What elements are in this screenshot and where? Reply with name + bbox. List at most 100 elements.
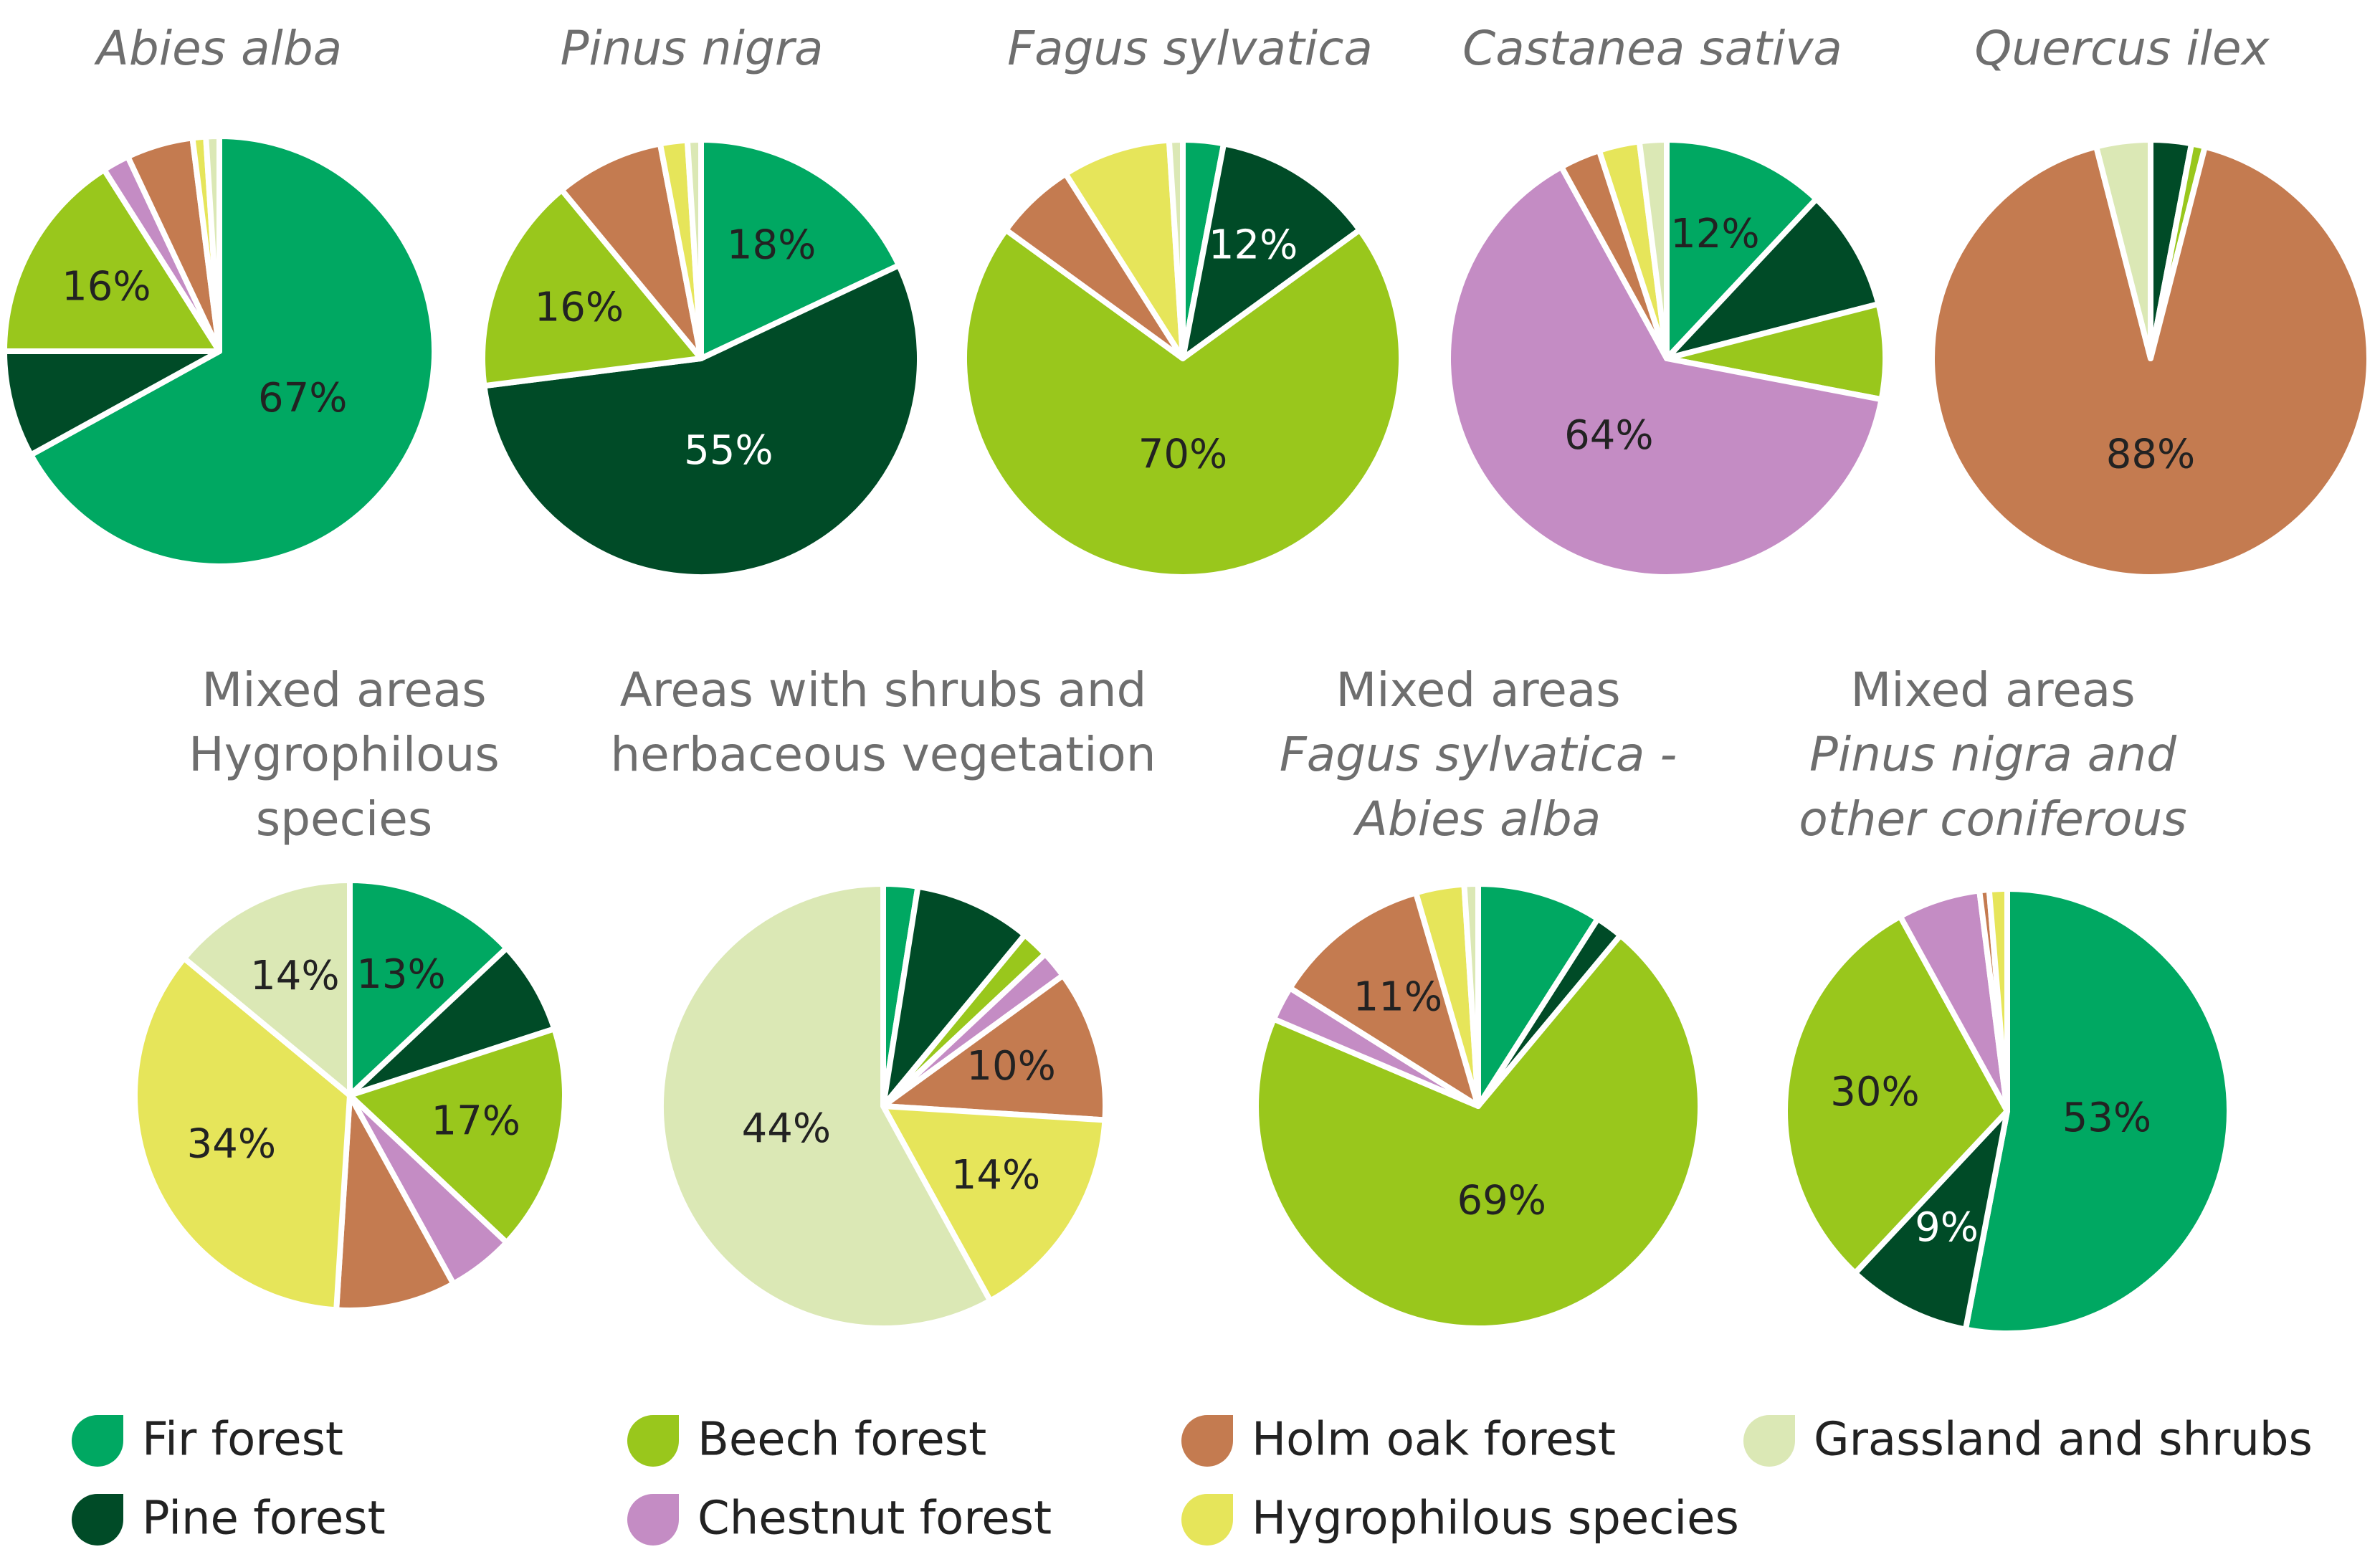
slice-label: 14% [951, 1152, 1040, 1199]
pie-slice-beech [1664, 301, 1888, 403]
legend-swatch-icon [72, 1494, 123, 1546]
pie-slice-fir [1664, 137, 1819, 361]
slice-label: 12% [1670, 211, 1759, 257]
legend-label: Pine forest [142, 1492, 386, 1546]
pie-slice-hygrophilous [1062, 137, 1186, 361]
pie-title-line: Fagus sylvatica [1007, 21, 1373, 76]
pie-chart-4: Castanea sativa 12% 64% [1445, 21, 1888, 580]
pie-slice-pine [880, 883, 1028, 1109]
slice-label: 64% [1564, 412, 1653, 459]
pie-slice-beech [480, 186, 704, 389]
slice-label: 18% [727, 222, 816, 269]
legend-swatch-icon [1743, 1415, 1795, 1467]
pie-slice-pine [1, 348, 222, 458]
pie-title-line: Pinus nigra and [1809, 727, 2177, 782]
pie-slice-fir [347, 877, 510, 1098]
pie-title-line: Mixed areas [1336, 662, 1620, 718]
pie-slice-holm-oak [1929, 143, 2372, 580]
legend-swatch-icon [1181, 1494, 1233, 1546]
pie-chart-2: Pinus nigra 18% 55% 16% [480, 21, 923, 580]
pie-title-line: Abies alba [1353, 791, 1601, 847]
pie-slice-holm-oak [558, 141, 704, 361]
legend-label: Chestnut forest [698, 1492, 1052, 1546]
slice-label: 88% [2106, 431, 2195, 477]
pie-slice-hygrophilous [132, 955, 353, 1313]
pie-title-line: Fagus sylvatica - [1280, 727, 1677, 782]
pie-chart-1: Abies alba 67% 16% [1, 21, 437, 569]
slice-label: 16% [62, 263, 151, 310]
pie-slice-pine [1852, 1108, 2010, 1333]
pie-slice-pine [1180, 141, 1363, 361]
pie-title-line: species [256, 791, 433, 847]
slice-label: 67% [258, 375, 347, 422]
pie-title-line: Mixed areas [201, 662, 486, 718]
pie-title-line: other coniferous [1799, 791, 2186, 847]
pie-title-line: Hygrophilous [189, 727, 500, 782]
legend-label: Beech forest [698, 1414, 986, 1467]
slice-label: 30% [1830, 1069, 1919, 1115]
pie-slice-hygrophilous [880, 1103, 1108, 1304]
pie-title-line: Areas with shrubs and [620, 662, 1147, 718]
slice-label: 11% [1353, 974, 1442, 1021]
pie-title-line: Pinus nigra [561, 21, 824, 76]
pie-chart-3: Fagus sylvatica 12% 70% [961, 21, 1404, 580]
pie-slice-holm-oak [880, 972, 1108, 1123]
legend-swatch-icon [627, 1415, 679, 1467]
pie-slice-fir [28, 133, 437, 569]
pie-slice-grassland [181, 877, 353, 1098]
pie-slice-pine [347, 945, 558, 1098]
slice-label: 16% [535, 285, 624, 331]
pie-slice-beech [1782, 913, 2010, 1276]
slice-label: 69% [1457, 1178, 1546, 1224]
slice-label: 55% [684, 427, 773, 474]
pie-chart-7: Areas with shrubs and herbaceous vegetati… [610, 662, 1156, 1331]
legend-swatch-icon [72, 1415, 123, 1467]
pie-charts-group: Abies alba 67% 16% Pinus nigra 18% 55% 16% Fagu… [1, 21, 2372, 1336]
pie-slice-pine [481, 262, 923, 580]
slice-label: 53% [2062, 1095, 2151, 1141]
slice-label: 70% [1138, 431, 1227, 477]
pie-chart-8: Mixed areas Fagus sylvatica - Abies alba 69… [1253, 662, 1703, 1331]
slice-label: 17% [431, 1097, 520, 1144]
legend-label: Fir forest [142, 1414, 343, 1467]
pie-slice-fir [1962, 886, 2232, 1336]
pie-title-line: herbaceous vegetation [610, 727, 1156, 782]
pie-slice-beech [347, 1026, 568, 1246]
pie-slice-grassland [684, 136, 704, 361]
pie-slice-holm-oak [333, 1092, 457, 1313]
pie-title-line: Castanea sativa [1462, 21, 1842, 76]
pie-slice-hygrophilous [1986, 885, 2010, 1114]
slice-label: 12% [1209, 222, 1298, 269]
slice-label: 14% [250, 953, 339, 999]
pie-slice-beech [961, 227, 1404, 580]
legend-swatch-icon [627, 1494, 679, 1546]
pie-chart-6: Mixed areas Hygrophilous species 13% 17% 34% 1… [132, 662, 568, 1313]
legend: Fir forest Beech forest Holm oak forest Gra… [72, 1414, 2313, 1546]
slice-label: 13% [356, 951, 445, 998]
pie-chart-5: Quercus ilex 88% [1929, 21, 2372, 580]
pie-slice-beech [1253, 932, 1703, 1331]
legend-label: Grassland and shrubs [1814, 1414, 2313, 1467]
legend-label: Holm oak forest [1252, 1414, 1616, 1467]
pie-slice-pine [1664, 196, 1882, 361]
pie-title-line: Abies alba [94, 21, 342, 76]
slice-label: 9% [1915, 1204, 1979, 1251]
pie-slice-fir [698, 137, 902, 361]
legend-label: Hygrophilous species [1252, 1492, 1739, 1546]
pie-slice-fir [1475, 881, 1601, 1109]
pie-slice-chestnut [1445, 163, 1885, 580]
slice-label: 10% [966, 1043, 1055, 1090]
pie-slice-grassland [1636, 137, 1670, 361]
pie-chart-9: Mixed areas Pinus nigra and other conifero… [1782, 662, 2232, 1336]
pie-title-line: Mixed areas [1850, 662, 2135, 718]
pie-title-line: Quercus ilex [1974, 21, 2270, 76]
slice-label: 34% [187, 1121, 276, 1168]
pie-slice-grassland [1166, 136, 1186, 361]
pie-slice-grassland [2093, 137, 2153, 361]
pie-slice-grassland [203, 133, 222, 354]
slice-label: 44% [742, 1105, 831, 1152]
pie-slice-beech [1, 166, 222, 354]
legend-swatch-icon [1181, 1415, 1233, 1467]
pie-slice-grassland [658, 881, 994, 1331]
